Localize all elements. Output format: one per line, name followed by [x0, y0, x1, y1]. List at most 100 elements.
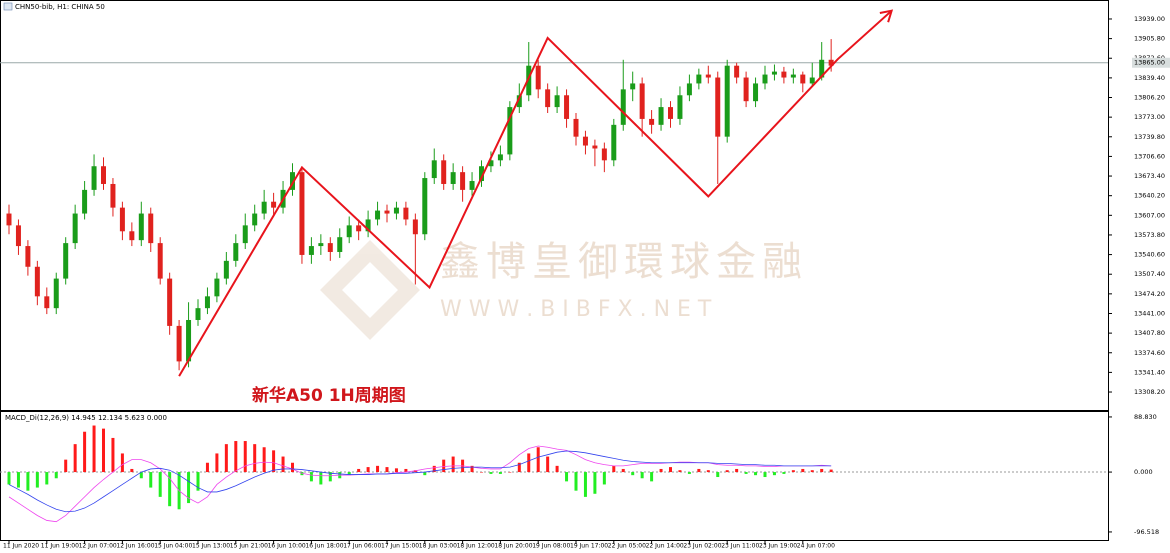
x-tick-label: 16 Jun 18:00 — [305, 543, 343, 550]
y-tick-label: 13839.40 — [1134, 74, 1165, 82]
macd-histogram-bar — [357, 468, 361, 473]
candle-body — [148, 213, 154, 244]
macd-histogram-bar — [83, 431, 87, 473]
candle-body — [592, 145, 598, 149]
macd-histogram-bar — [716, 472, 720, 478]
macd-histogram-bar — [480, 472, 483, 473]
macd-histogram-bar — [234, 441, 238, 473]
x-tick-label: 18 Jun 12:00 — [457, 543, 495, 550]
macd-histogram-bar — [281, 456, 285, 473]
macd-histogram-bar — [574, 472, 578, 491]
candle-body — [82, 189, 88, 214]
candle-body — [554, 95, 560, 108]
candle-body — [488, 160, 494, 167]
x-tick-label: 11 Jun 19:00 — [41, 543, 79, 550]
macd-histogram-bar — [782, 472, 786, 474]
macd-histogram-bar — [272, 450, 276, 473]
current-price-label: 13865.00 — [1134, 59, 1165, 67]
x-tick-label: 23 Jun 02:00 — [683, 543, 721, 550]
macd-histogram-bar — [347, 472, 351, 476]
candle-body — [762, 74, 768, 84]
x-tick-label: 19 Jun 08:00 — [532, 543, 570, 550]
macd-histogram-bar — [687, 472, 691, 474]
candle-body — [72, 213, 78, 244]
current-price-box — [1132, 57, 1170, 68]
macd-histogram-bar — [243, 441, 247, 473]
macd-histogram-bar — [205, 462, 209, 473]
macd-histogram-bar — [508, 472, 512, 473]
candle-body — [724, 65, 730, 137]
candle-body — [233, 243, 239, 261]
candle-body — [809, 77, 815, 84]
macd-histogram-bar — [196, 472, 200, 491]
candle-body — [441, 160, 447, 184]
macd-line — [8, 450, 832, 513]
candle-body — [337, 237, 343, 252]
macd-histogram-bar — [791, 470, 795, 473]
candle-body — [129, 231, 135, 241]
candle-body — [630, 83, 636, 90]
y-tick-label: 13640.20 — [1134, 192, 1165, 200]
macd-histogram-bar — [489, 472, 493, 474]
macd-histogram-bar — [187, 472, 191, 504]
y-tick-label: 13341.40 — [1134, 368, 1165, 376]
macd-histogram-bar — [810, 470, 814, 473]
candle-body — [242, 225, 248, 244]
candle-body — [101, 166, 106, 184]
y-tick-label: 13374.60 — [1134, 349, 1165, 357]
macd-histogram-bar — [149, 472, 153, 488]
macd-histogram-bar — [470, 465, 474, 473]
candle-body — [668, 107, 673, 119]
candle-body — [204, 296, 210, 309]
macd-histogram-bar — [130, 468, 134, 473]
x-tick-label: 17 Jun 15:00 — [381, 543, 419, 550]
candle-body — [186, 319, 192, 362]
macd-histogram-bar — [376, 465, 380, 473]
x-tick-label: 15 Jun 21:00 — [230, 543, 268, 550]
candle-body — [611, 124, 617, 161]
macd-histogram-bar — [291, 462, 294, 473]
macd-histogram-bar — [565, 472, 569, 482]
macd-histogram-bar — [64, 459, 68, 473]
macd-histogram-bar — [706, 470, 710, 473]
candle-body — [195, 308, 201, 320]
candle-body — [34, 266, 40, 297]
y-tick-label: 13939.00 — [1134, 15, 1165, 23]
macd-histogram-bar — [631, 472, 635, 476]
x-tick-label: 18 Jun 20:00 — [494, 543, 532, 550]
candle-body — [138, 213, 144, 241]
x-tick-label: 18 Jun 03:00 — [419, 543, 457, 550]
candle-body — [63, 243, 69, 279]
candle-body — [44, 296, 50, 309]
macd-histogram-bar — [498, 472, 502, 474]
candle-body — [828, 59, 834, 66]
candle-body — [800, 74, 806, 84]
candle-body — [677, 95, 683, 119]
y-tick-label: 13706.60 — [1134, 152, 1165, 160]
macd-histogram-bar — [772, 472, 776, 476]
x-tick-label: 11 Jun 2020 — [3, 543, 39, 550]
macd-histogram-bar — [423, 472, 427, 476]
candle-body — [526, 65, 532, 96]
macd-histogram-bar — [26, 472, 30, 491]
macd-histogram-bar — [385, 467, 389, 473]
x-tick-label: 15 Jun 04:00 — [154, 543, 192, 550]
macd-histogram-bar — [678, 470, 682, 473]
candle-body — [686, 83, 692, 96]
macd-histogram-bar — [366, 467, 370, 473]
candle-body — [53, 278, 59, 309]
macd-histogram-bar — [820, 468, 824, 473]
candle-body — [469, 181, 475, 190]
x-tick-label: 24 Jun 07:00 — [797, 543, 835, 550]
candle-body — [573, 118, 579, 137]
candle-body — [649, 118, 655, 125]
macd-line — [8, 445, 832, 523]
y-tick-label: 88.830 — [1134, 413, 1157, 421]
macd-histogram-bar — [640, 472, 644, 479]
candle-body — [781, 71, 787, 78]
x-tick-label: 22 Jun 05:00 — [608, 543, 646, 550]
macd-histogram-bar — [432, 465, 436, 473]
candle-body — [743, 77, 749, 102]
macd-histogram-bar — [735, 468, 739, 473]
